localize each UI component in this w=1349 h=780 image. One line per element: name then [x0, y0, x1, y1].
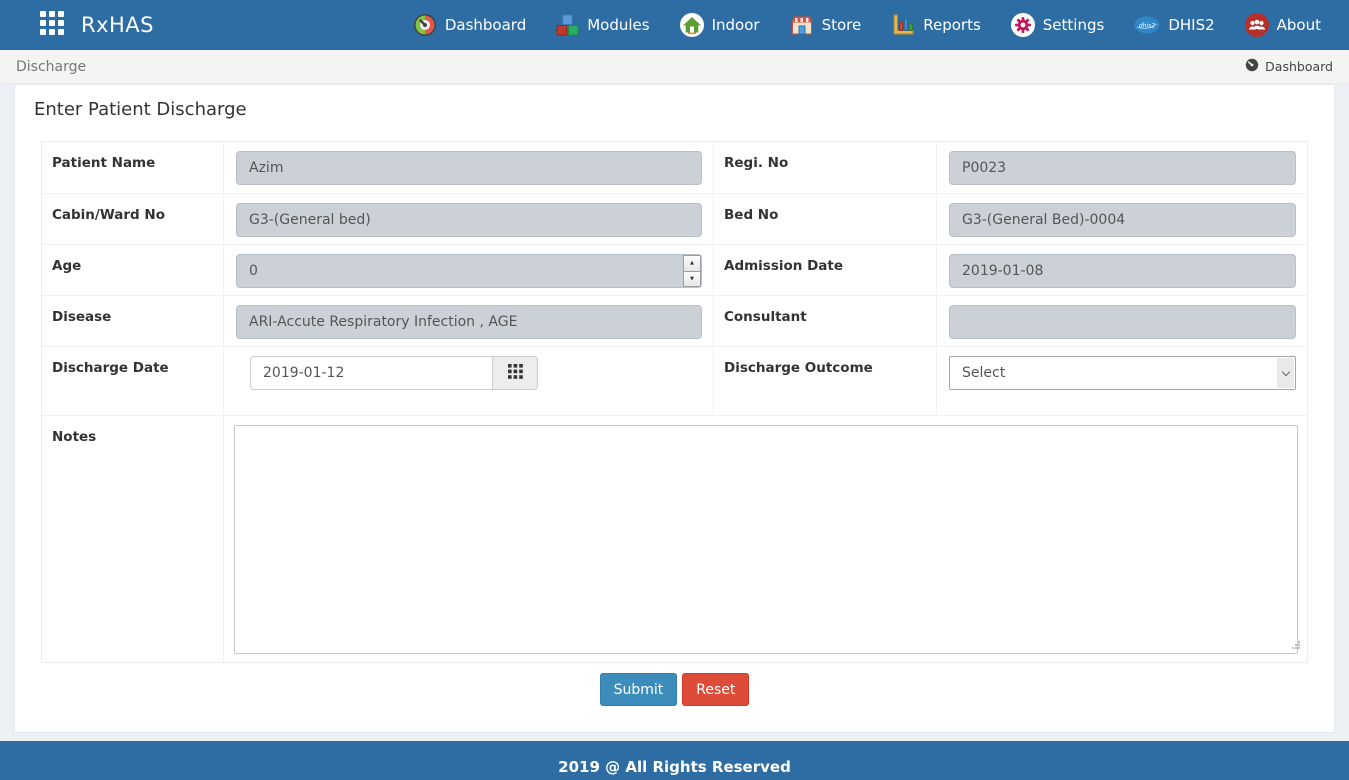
discharge-outcome-label: Discharge Outcome [714, 347, 937, 416]
nav-item-indoor[interactable]: Indoor [679, 13, 760, 37]
bar-chart-icon [891, 13, 915, 37]
house-icon [679, 13, 704, 37]
consultant-cell [937, 296, 1307, 347]
cubes-icon [556, 13, 579, 37]
disease-label: Disease [42, 296, 224, 347]
discharge-date-field[interactable] [250, 356, 493, 390]
admission-date-label: Admission Date [714, 245, 937, 296]
regi-no-cell [937, 142, 1307, 194]
page-title: Enter Patient Discharge [34, 99, 247, 120]
breadcrumb-dashboard-label: Dashboard [1265, 59, 1333, 74]
consultant-label: Consultant [714, 296, 937, 347]
nav-item-dashboard[interactable]: Dashboard [413, 13, 526, 37]
resize-grip-icon[interactable] [1292, 641, 1294, 643]
nav-label: Dashboard [444, 16, 527, 34]
notes-label: Notes [42, 416, 224, 662]
speedometer-icon [1245, 58, 1259, 75]
svg-text:dhis2: dhis2 [1139, 22, 1155, 29]
regi-no-label: Regi. No [714, 142, 937, 194]
calendar-grid-icon [507, 363, 523, 383]
bed-no-label: Bed No [714, 194, 937, 245]
submit-button[interactable]: Submit [599, 673, 678, 706]
disease-field [236, 305, 702, 339]
admission-date-cell [937, 245, 1307, 296]
discharge-date-label: Discharge Date [42, 347, 224, 416]
nav-menu: Dashboard Modules Indoor [413, 13, 1321, 37]
patient-name-label: Patient Name [42, 142, 224, 194]
app-title: RxHAS [81, 13, 155, 37]
admission-date-field [949, 254, 1296, 288]
dhis2-icon: dhis2 [1134, 15, 1160, 35]
nav-label: Store [821, 16, 862, 34]
age-spinner[interactable]: ▲ ▼ [683, 255, 701, 287]
nav-label: DHIS2 [1168, 16, 1215, 34]
chevron-down-icon[interactable] [1277, 358, 1294, 388]
discharge-panel: Enter Patient Discharge Patient Name Reg… [14, 84, 1335, 733]
store-icon [790, 13, 814, 37]
bed-no-field [949, 203, 1296, 237]
discharge-form: Patient Name Regi. No Cabin/Ward No Bed … [41, 141, 1308, 663]
nav-item-reports[interactable]: Reports [891, 13, 981, 37]
discharge-outcome-select[interactable]: Select [949, 356, 1296, 390]
nav-item-dhis2[interactable]: dhis2 DHIS2 [1134, 15, 1215, 35]
nav-item-about[interactable]: About [1244, 13, 1321, 37]
cabin-ward-cell [224, 194, 714, 245]
nav-label: Modules [587, 16, 650, 34]
nav-label: Settings [1042, 16, 1105, 34]
cabin-ward-label: Cabin/Ward No [42, 194, 224, 245]
age-field[interactable] [236, 254, 702, 288]
gauge-icon [413, 13, 437, 37]
brand[interactable]: RxHAS [40, 11, 154, 39]
disease-cell [224, 296, 714, 347]
grid-icon[interactable] [40, 11, 64, 39]
nav-item-store[interactable]: Store [790, 13, 862, 37]
breadcrumb-bar: Discharge Dashboard [0, 50, 1349, 84]
age-cell: ▲ ▼ [224, 245, 714, 296]
discharge-date-cell [224, 347, 714, 416]
reset-button[interactable]: Reset [682, 673, 750, 706]
calendar-button[interactable] [493, 356, 538, 390]
content-area: Enter Patient Discharge Patient Name Reg… [0, 84, 1349, 741]
notes-textarea[interactable] [234, 425, 1298, 654]
form-actions: Submit Reset [20, 673, 1329, 706]
regi-no-field [949, 151, 1296, 185]
spinner-down-icon[interactable]: ▼ [683, 270, 701, 287]
patient-name-cell [224, 142, 714, 194]
nav-label: About [1276, 16, 1321, 34]
footer: 2019 @ All Rights Reserved [0, 741, 1349, 780]
nav-item-settings[interactable]: Settings [1010, 13, 1105, 37]
bed-no-cell [937, 194, 1307, 245]
nav-label: Indoor [711, 16, 760, 34]
notes-cell [224, 416, 1307, 662]
breadcrumb-current: Discharge [16, 58, 87, 75]
nav-item-modules[interactable]: Modules [556, 13, 650, 37]
discharge-outcome-cell: Select [937, 347, 1307, 416]
discharge-outcome-value: Select [962, 365, 1006, 381]
patient-name-field [236, 151, 702, 185]
breadcrumb-dashboard-link[interactable]: Dashboard [1245, 58, 1333, 75]
top-navbar: RxHAS Dashboard [0, 0, 1349, 50]
age-label: Age [42, 245, 224, 296]
people-icon [1244, 13, 1269, 37]
footer-text: 2019 @ All Rights Reserved [558, 758, 791, 776]
nav-label: Reports [923, 16, 981, 34]
cabin-ward-field [236, 203, 702, 237]
spinner-up-icon[interactable]: ▲ [683, 255, 701, 271]
gear-icon [1010, 13, 1035, 37]
consultant-field [949, 305, 1296, 339]
